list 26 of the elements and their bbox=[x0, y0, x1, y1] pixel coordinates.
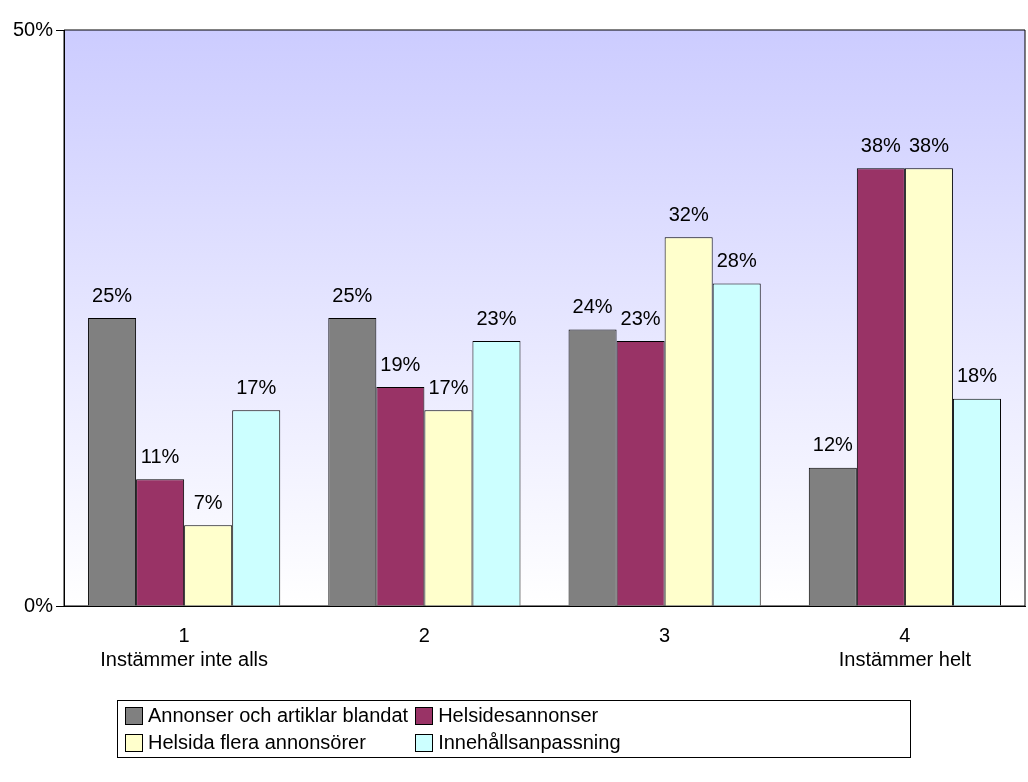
legend-label: Annonser och artiklar blandat bbox=[148, 704, 409, 727]
x-tick-label: 4 Instämmer helt bbox=[838, 623, 972, 670]
data-label: 19% bbox=[380, 352, 421, 375]
data-label: 17% bbox=[236, 375, 277, 398]
y-tick-label: 50% bbox=[13, 17, 54, 40]
data-label: 38% bbox=[908, 133, 950, 156]
x-tick-label: 3 bbox=[659, 623, 671, 646]
data-label: 24% bbox=[572, 295, 613, 318]
x-tick-label: 2 bbox=[418, 623, 430, 646]
data-label: 11% bbox=[140, 444, 180, 467]
data-label: 28% bbox=[716, 248, 757, 271]
x-tick-label: 1 Instämmer inte alls bbox=[100, 623, 269, 670]
data-label: 7% bbox=[193, 490, 223, 513]
y-tick-label: 0% bbox=[24, 593, 54, 616]
data-label: 23% bbox=[476, 306, 517, 329]
legend-label: Innehållsanpassning bbox=[438, 731, 621, 754]
data-label: 25% bbox=[332, 283, 373, 306]
data-label: 12% bbox=[812, 433, 854, 456]
data-label: 18% bbox=[956, 364, 998, 387]
data-label: 38% bbox=[860, 133, 902, 156]
data-label: 23% bbox=[620, 306, 661, 329]
legend-label: Helsida flera annonsörer bbox=[148, 731, 366, 754]
legend-label: Helsidesannonser bbox=[438, 704, 599, 727]
data-label: 17% bbox=[428, 375, 469, 398]
data-label: 25% bbox=[92, 283, 133, 306]
data-label: 32% bbox=[668, 202, 709, 225]
